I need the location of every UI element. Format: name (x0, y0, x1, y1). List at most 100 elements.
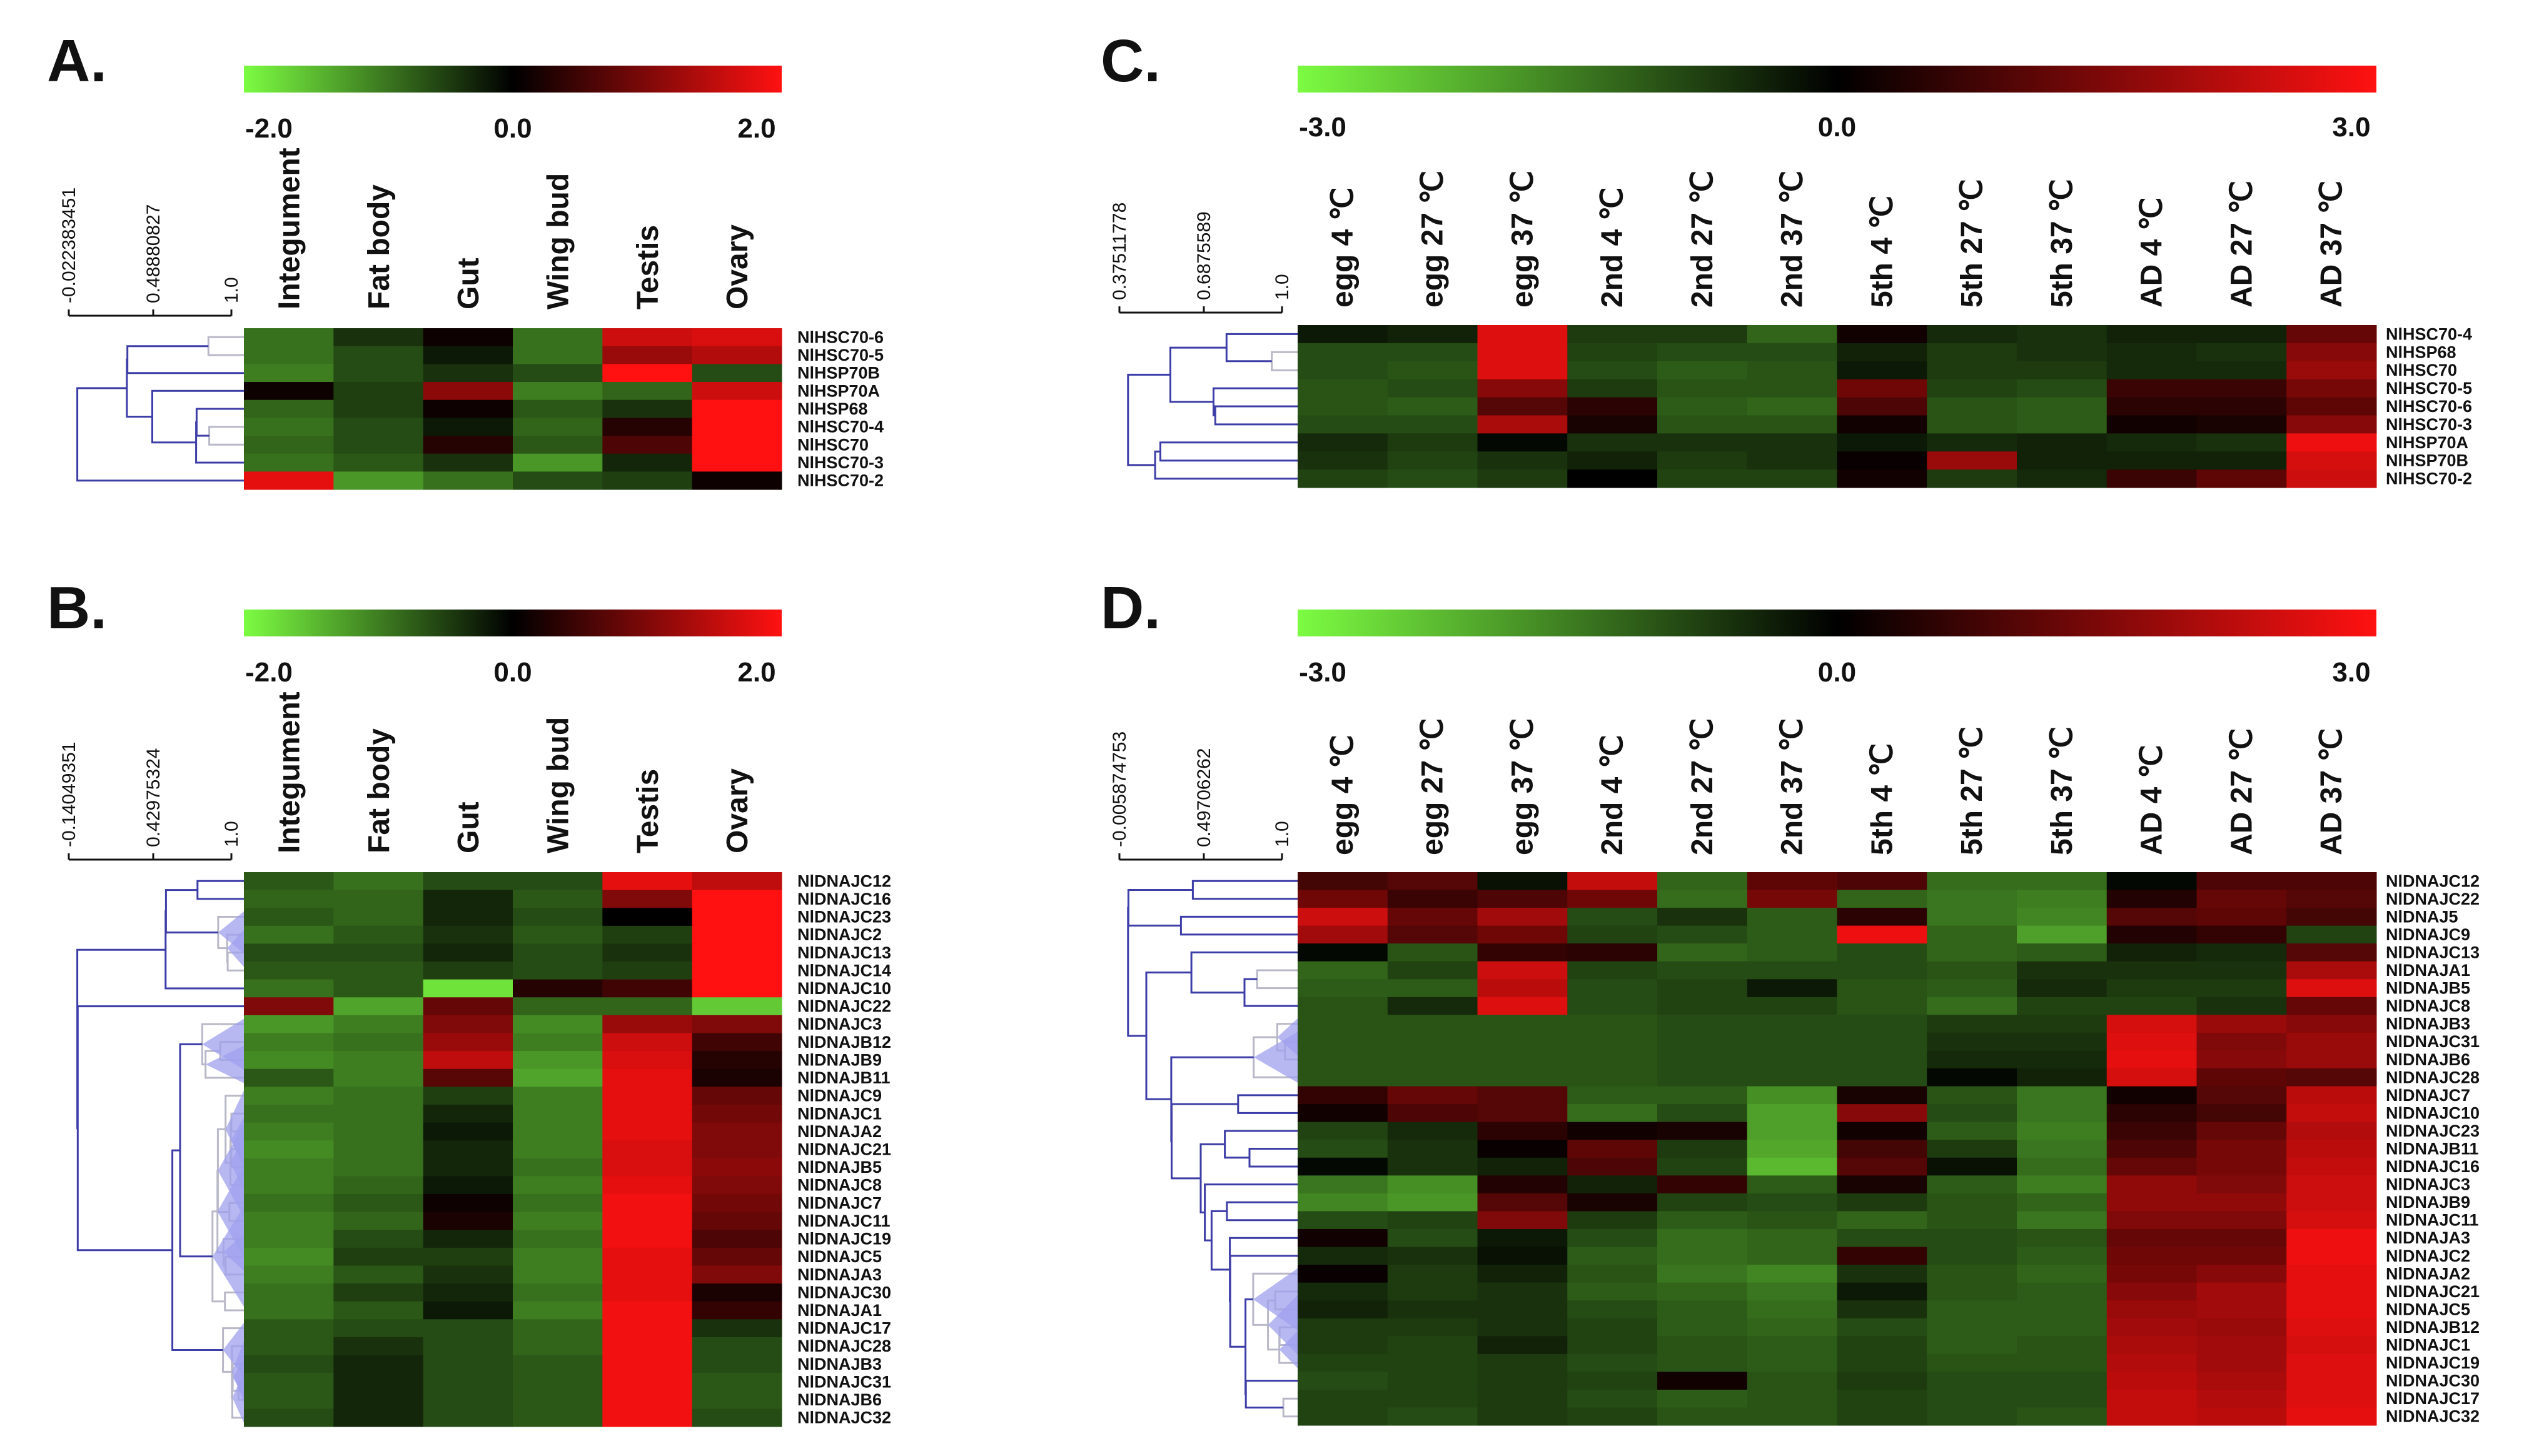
heatmap-cell (1567, 1318, 1658, 1337)
row-label: NlDNAJC11 (2386, 1211, 2479, 1230)
column-label: Fat body (363, 728, 396, 853)
heatmap-cell (2196, 979, 2287, 998)
row-label: NlHSC70-3 (797, 453, 884, 472)
heatmap-cell (692, 1122, 782, 1141)
heatmap-cell (333, 1337, 424, 1356)
heatmap-cell (244, 997, 334, 1016)
heatmap-cell (692, 453, 782, 472)
heatmap-cell (2106, 1015, 2197, 1033)
row-label: NlDNAJA3 (2386, 1228, 2470, 1247)
heatmap-cell (2017, 1265, 2107, 1283)
row-label: NlDNAJC31 (797, 1373, 891, 1392)
heatmap-cell (2196, 397, 2287, 416)
heatmap-cell (1657, 1104, 1748, 1123)
heatmap-cell (692, 1390, 782, 1409)
dendrogram-branch (1226, 1201, 1298, 1222)
heatmap-cell (513, 471, 603, 490)
row-label: NlDNAJC22 (2386, 890, 2480, 908)
heatmap-cell (513, 979, 603, 998)
heatmap-cell (1747, 1372, 1837, 1390)
row-label: NlDNAJC9 (797, 1087, 882, 1105)
row-label: NlDNAJB12 (797, 1033, 891, 1052)
heatmap-cell (692, 1230, 782, 1248)
heatmap-cell (423, 471, 513, 490)
heatmap-cell (244, 1265, 334, 1284)
heatmap-cell (2286, 469, 2377, 488)
heatmap-cell (2106, 433, 2197, 452)
heatmap-cell (2106, 943, 2197, 962)
dendrogram-collapsed-cluster (202, 1018, 244, 1070)
heatmap-cell (244, 1176, 334, 1195)
heatmap-cell (692, 1158, 782, 1177)
heatmap-cell (692, 1319, 782, 1338)
row-label: NlHSC70 (797, 435, 869, 454)
heatmap-cell (244, 1283, 334, 1302)
heatmap-cell (1387, 872, 1478, 891)
column-label: AD 27 ℃ (2226, 181, 2259, 308)
heatmap-cell (2106, 397, 2197, 416)
heatmap-cell (2286, 433, 2377, 452)
heatmap-cell (423, 364, 513, 383)
heatmap-cell (2286, 908, 2377, 926)
dendrogram-branch (179, 1043, 213, 1258)
heatmap-cell (333, 1212, 424, 1230)
heatmap-cell (1657, 1300, 1748, 1319)
heatmap-cell (1747, 1265, 1837, 1283)
row-label: NlHSC70-4 (797, 418, 884, 436)
heatmap-cell (1298, 997, 1388, 1015)
heatmap-cell (1747, 997, 1837, 1015)
heatmap-cell (2196, 1228, 2287, 1248)
heatmap-cell (1837, 908, 1927, 926)
heatmap-cell (692, 1033, 782, 1052)
column-label: 5th 37 ℃ (2046, 179, 2079, 308)
heatmap-cell (423, 382, 513, 401)
heatmap-cell (602, 436, 693, 454)
heatmap-cell (423, 961, 513, 980)
heatmap-cell (423, 1283, 513, 1302)
heatmap-cell (2106, 343, 2197, 362)
heatmap-cell (1657, 1282, 1748, 1301)
heatmap-cell (692, 1247, 782, 1266)
heatmap-cell (692, 1140, 782, 1159)
dendrogram-branch (1171, 1103, 1238, 1180)
row-label: NlDNAJC8 (2386, 997, 2470, 1015)
heatmap-cell (2017, 1372, 2107, 1390)
heatmap-cell (1298, 1372, 1388, 1390)
heatmap-cell (1387, 1015, 1478, 1033)
heatmap-cell (2286, 1389, 2377, 1408)
heatmap-cell (1657, 1086, 1748, 1105)
heatmap-cell (2106, 451, 2197, 470)
heatmap-cell (2286, 1211, 2377, 1230)
heatmap-cell (2017, 1407, 2107, 1426)
dendrogram-branch (195, 408, 244, 437)
heatmap-cell (1747, 1228, 1837, 1248)
heatmap-cell (1657, 451, 1748, 470)
heatmap-cell (244, 890, 334, 908)
row-label: NlHSC70-6 (797, 328, 884, 346)
heatmap-cell (1927, 1372, 2017, 1390)
heatmap-cell (692, 328, 782, 347)
heatmap-cell (692, 471, 782, 490)
heatmap-cell (1837, 1032, 1927, 1051)
heatmap-cell (1927, 1228, 2017, 1248)
heatmap-cell (1657, 961, 1748, 980)
heatmap-cell (602, 1265, 693, 1284)
dendrogram-collapsed-cluster (212, 1206, 244, 1307)
heatmap-cell (2017, 1211, 2107, 1230)
heatmap-cell (1657, 469, 1748, 488)
heatmap-cell (1387, 997, 1478, 1015)
heatmap-cell (1387, 451, 1478, 470)
heatmap-cell (1477, 890, 1568, 908)
column-label: 2nd 37 ℃ (1776, 718, 1809, 855)
heatmap-cell (1567, 1157, 1658, 1176)
heatmap-cell (2286, 451, 2377, 470)
heatmap-cell (1387, 379, 1478, 398)
heatmap-cell (513, 399, 603, 418)
heatmap-cell (1477, 1175, 1568, 1194)
heatmap-cell (513, 1122, 603, 1141)
heatmap-cell (513, 961, 603, 980)
heatmap-cell (423, 1087, 513, 1105)
heatmap-cell (333, 1283, 424, 1302)
heatmap-cell (1927, 325, 2017, 344)
heatmap-cell (1657, 997, 1748, 1015)
